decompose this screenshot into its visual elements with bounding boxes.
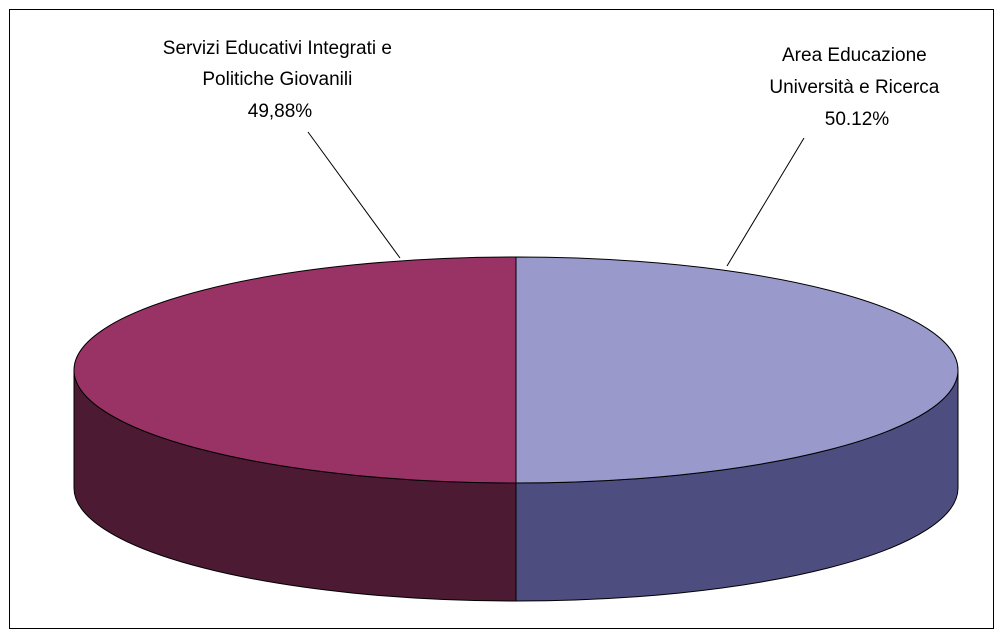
slice-label-servizi-line1: Servizi Educativi Integrati e <box>163 38 392 59</box>
slice-value-area: 50.12% <box>825 109 890 130</box>
leader-line-servizi <box>307 131 401 259</box>
slice-label-area-educazione: Area Educazione Università e Ricerca 50.… <box>769 45 944 130</box>
slice-label-area-line2: Università e Ricerca <box>769 77 939 98</box>
slice-label-servizi: Servizi Educativi Integrati e Politiche … <box>163 38 397 122</box>
slice-top-area-educazione <box>515 256 959 484</box>
slice-value-servizi: 49,88% <box>248 101 313 122</box>
slice-label-area-line1: Area Educazione <box>782 45 927 66</box>
slice-top-servizi <box>73 256 517 484</box>
slice-label-servizi-line2: Politiche Giovanili <box>202 69 352 90</box>
leader-line-area-educazione <box>726 137 805 267</box>
